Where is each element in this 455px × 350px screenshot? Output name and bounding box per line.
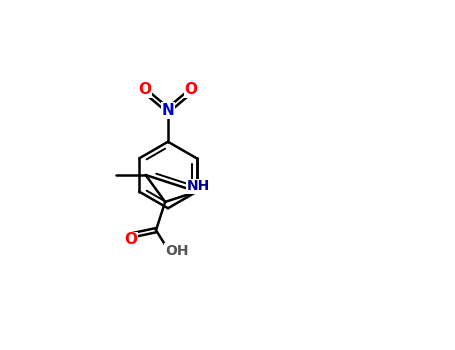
Text: O: O bbox=[124, 232, 137, 247]
Text: OH: OH bbox=[165, 244, 188, 258]
Text: O: O bbox=[185, 82, 198, 97]
Text: NH: NH bbox=[187, 179, 210, 193]
Text: O: O bbox=[138, 82, 152, 97]
Text: N: N bbox=[162, 103, 174, 118]
